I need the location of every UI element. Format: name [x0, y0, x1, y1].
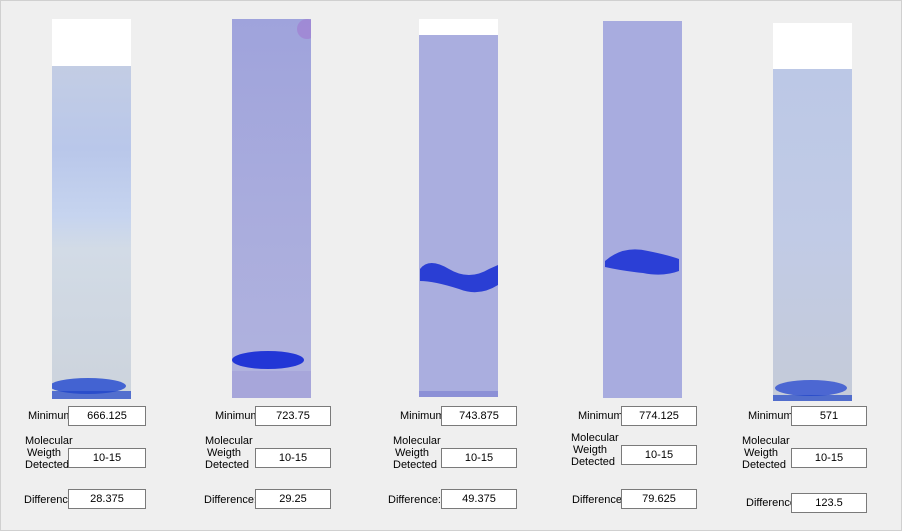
minimum-label: Minimum — [400, 410, 445, 422]
molecular-weight-label: Molecular Weigth Detected — [393, 435, 441, 471]
difference-field[interactable]: 49.375 — [441, 489, 517, 509]
difference-label: Difference: — [24, 494, 77, 506]
minimum-label: Minimum — [28, 410, 73, 422]
difference-label: Difference: — [388, 494, 441, 506]
molecular-weight-field[interactable]: 10-15 — [621, 445, 697, 465]
minimum-label: Minimum — [748, 410, 793, 422]
minimum-field[interactable]: 666.125 — [68, 406, 146, 426]
minimum-label: Minimum — [578, 410, 623, 422]
gel-image-2 — [232, 19, 311, 398]
minimum-label: Minimum — [215, 410, 260, 422]
minimum-field[interactable]: 571 — [791, 406, 867, 426]
gel-image-3 — [419, 19, 498, 397]
molecular-weight-field[interactable]: 10-15 — [68, 448, 146, 468]
difference-field[interactable]: 79.625 — [621, 489, 697, 509]
molecular-weight-label: Molecular Weigth Detected — [571, 432, 619, 468]
difference-field[interactable]: 28.375 — [68, 489, 146, 509]
difference-label: Difference: — [204, 494, 257, 506]
molecular-weight-label: Molecular Weigth Detected — [205, 435, 253, 471]
molecular-weight-label: Molecular Weigth Detected — [25, 435, 73, 471]
molecular-weight-label: Molecular Weigth Detected — [742, 435, 790, 471]
gel-image-4 — [603, 21, 682, 398]
gel-image-5 — [773, 23, 852, 401]
difference-label: Difference: — [572, 494, 625, 506]
minimum-field[interactable]: 774.125 — [621, 406, 697, 426]
difference-field[interactable]: 29.25 — [255, 489, 331, 509]
minimum-field[interactable]: 723.75 — [255, 406, 331, 426]
difference-field[interactable]: 123.5 — [791, 493, 867, 513]
minimum-field[interactable]: 743.875 — [441, 406, 517, 426]
molecular-weight-field[interactable]: 10-15 — [791, 448, 867, 468]
molecular-weight-field[interactable]: 10-15 — [255, 448, 331, 468]
difference-label: Difference: — [746, 497, 799, 509]
molecular-weight-field[interactable]: 10-15 — [441, 448, 517, 468]
gel-image-1 — [52, 19, 131, 399]
